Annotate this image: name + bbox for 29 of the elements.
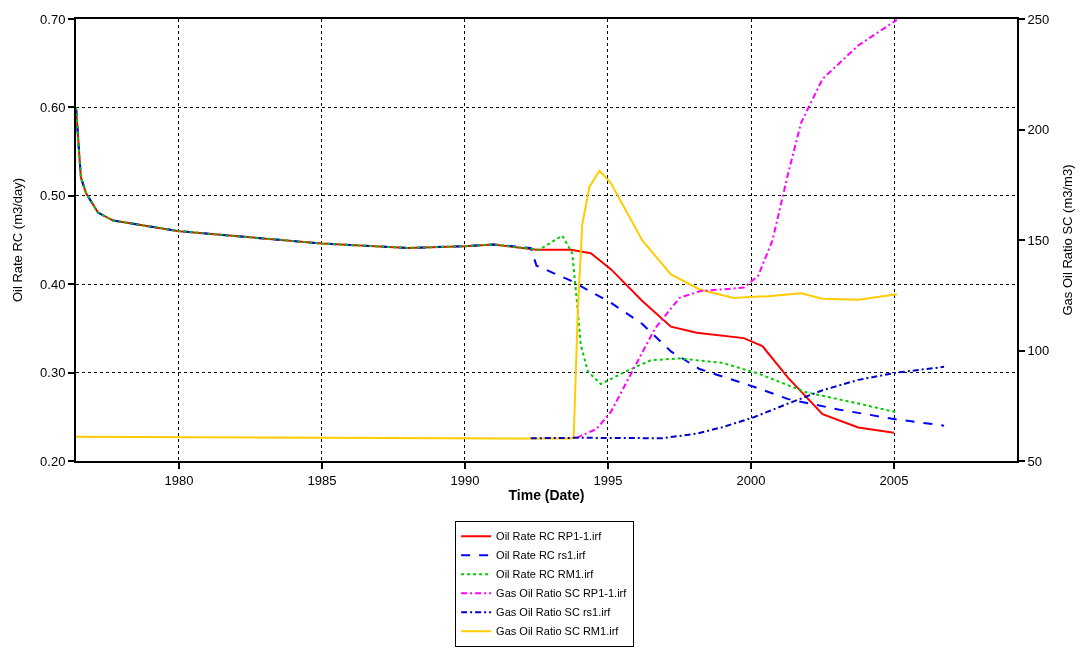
legend-label: Gas Oil Ratio SC RP1-1.irf [496, 587, 628, 600]
x-tick-label: 1980 [164, 472, 194, 488]
legend-label: Oil Rate RC RM1.irf [496, 568, 595, 581]
y-axis-title: Oil Rate RC (m3/day) [9, 177, 25, 303]
y-tick-label: 0.60 [40, 99, 66, 115]
x-axis-title: Time (Date) [508, 487, 585, 504]
legend-label: Oil Rate RC rs1.irf [496, 549, 587, 562]
y-tick-label: 0.70 [40, 11, 66, 27]
x-tick-label: 1985 [307, 472, 337, 488]
y2-tick-label: 100 [1027, 343, 1050, 359]
legend-label: Gas Oil Ratio SC rs1.irf [496, 606, 612, 619]
y-tick-label: 0.40 [40, 276, 66, 292]
y-tick-label: 0.50 [40, 188, 66, 204]
legend-label: Oil Rate RC RP1-1.irf [496, 530, 603, 543]
y2-tick-label: 250 [1027, 11, 1050, 27]
y2-tick-label: 50 [1027, 453, 1043, 469]
x-tick-label: 2000 [736, 472, 766, 488]
y-tick-label: 0.20 [40, 453, 66, 469]
y2-tick-label: 200 [1027, 122, 1050, 138]
y2-tick-label: 150 [1027, 232, 1050, 248]
y-tick-label: 0.30 [40, 365, 66, 381]
x-tick-label: 2005 [879, 472, 909, 488]
x-tick-label: 1995 [593, 472, 623, 488]
line-series [529, 365, 946, 440]
line-series [76, 169, 898, 440]
line-series [575, 19, 898, 439]
legend-label: Gas Oil Ratio SC RM1.irf [496, 625, 620, 638]
y2-axis-title: Gas Oil Ratio SC (m3/m3) [1060, 164, 1076, 316]
x-tick-label: 1990 [450, 472, 480, 488]
